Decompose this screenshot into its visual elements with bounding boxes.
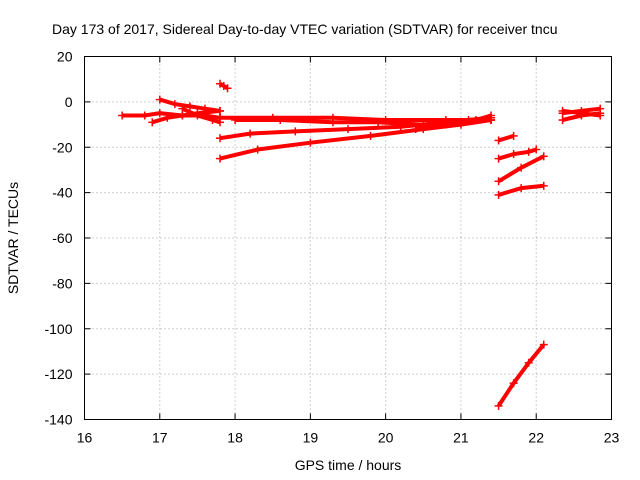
- series-track: [181, 106, 221, 125]
- data-point: [276, 116, 285, 125]
- data-point: [494, 190, 503, 199]
- axis-ticks: 16 17 18 19 20 21 22 23 -140 -120 -100 -80 -60 -40 -20…: [44, 49, 619, 446]
- data-point: [577, 109, 586, 118]
- chart-title: Day 173 of 2017, Sidereal Day-to-day VTE…: [52, 21, 558, 37]
- x-tick-label: 19: [303, 430, 319, 446]
- x-tick-label: 23: [604, 430, 620, 446]
- data-point: [216, 113, 225, 122]
- x-tick-label: 22: [528, 430, 544, 446]
- data-point: [246, 129, 255, 138]
- data-point: [517, 163, 526, 172]
- data-point: [426, 120, 435, 129]
- data-point: [216, 106, 225, 115]
- data-point: [155, 109, 164, 118]
- data-point: [140, 111, 149, 120]
- y-tick-label: -60: [52, 230, 72, 246]
- x-axis-label: GPS time / hours: [295, 457, 402, 473]
- data-point: [231, 116, 240, 125]
- data-point: [178, 104, 187, 113]
- data-point: [539, 340, 548, 349]
- y-tick-label: -120: [44, 366, 72, 382]
- data-point: [411, 125, 420, 134]
- data-point: [494, 177, 503, 186]
- data-point: [494, 136, 503, 145]
- data-point: [344, 125, 352, 134]
- data-point: [374, 118, 383, 127]
- data-point: [291, 127, 300, 136]
- data-point: [509, 131, 518, 140]
- data-point: [306, 138, 315, 147]
- series-track: [219, 118, 492, 161]
- data-point: [170, 100, 179, 109]
- data-point: [517, 184, 526, 193]
- y-tick-label: -40: [52, 185, 72, 201]
- data-point: [558, 116, 567, 125]
- y-tick-label: 0: [65, 94, 73, 110]
- data-point: [487, 111, 496, 120]
- y-tick-label: 20: [57, 49, 73, 65]
- data-point: [185, 102, 194, 111]
- data-point: [532, 145, 541, 154]
- y-tick-label: -140: [44, 412, 72, 428]
- y-tick-label: -100: [44, 321, 72, 337]
- data-point: [155, 95, 164, 104]
- x-tick-label: 20: [378, 430, 394, 446]
- data-point: [148, 118, 157, 127]
- data-point: [539, 152, 548, 161]
- x-tick-label: 21: [453, 430, 469, 446]
- data-point: [216, 154, 225, 163]
- x-tick-label: 16: [77, 430, 93, 446]
- data-point: [178, 111, 187, 120]
- data-point: [253, 145, 262, 154]
- data-point: [509, 379, 518, 388]
- data-point: [539, 181, 548, 190]
- data-point: [471, 116, 480, 125]
- y-axis-label: SDTVAR / TECUs: [5, 182, 21, 294]
- data-point: [596, 111, 605, 120]
- data-point: [494, 401, 503, 410]
- data-point: [223, 84, 232, 93]
- data-point: [163, 113, 172, 122]
- plot-border: [84, 56, 612, 420]
- data-series: [118, 79, 605, 410]
- data-point: [509, 150, 518, 159]
- data-point: [208, 116, 217, 125]
- series-track: [496, 343, 546, 408]
- y-tick-label: -80: [52, 275, 72, 291]
- x-tick-label: 17: [152, 430, 168, 446]
- data-point: [524, 147, 533, 156]
- data-point: [193, 111, 202, 120]
- y-tick-label: -20: [52, 139, 72, 155]
- x-tick-label: 18: [227, 430, 243, 446]
- data-point: [366, 131, 375, 140]
- data-point: [328, 118, 337, 127]
- series-track: [430, 113, 492, 127]
- data-point: [200, 104, 209, 113]
- data-point: [118, 111, 127, 120]
- series-track: [498, 147, 537, 161]
- data-point: [216, 134, 225, 143]
- grid-lines: [84, 56, 612, 420]
- data-point: [524, 358, 533, 367]
- data-point: [494, 154, 503, 163]
- data-point: [558, 106, 567, 115]
- data-point: [449, 118, 458, 127]
